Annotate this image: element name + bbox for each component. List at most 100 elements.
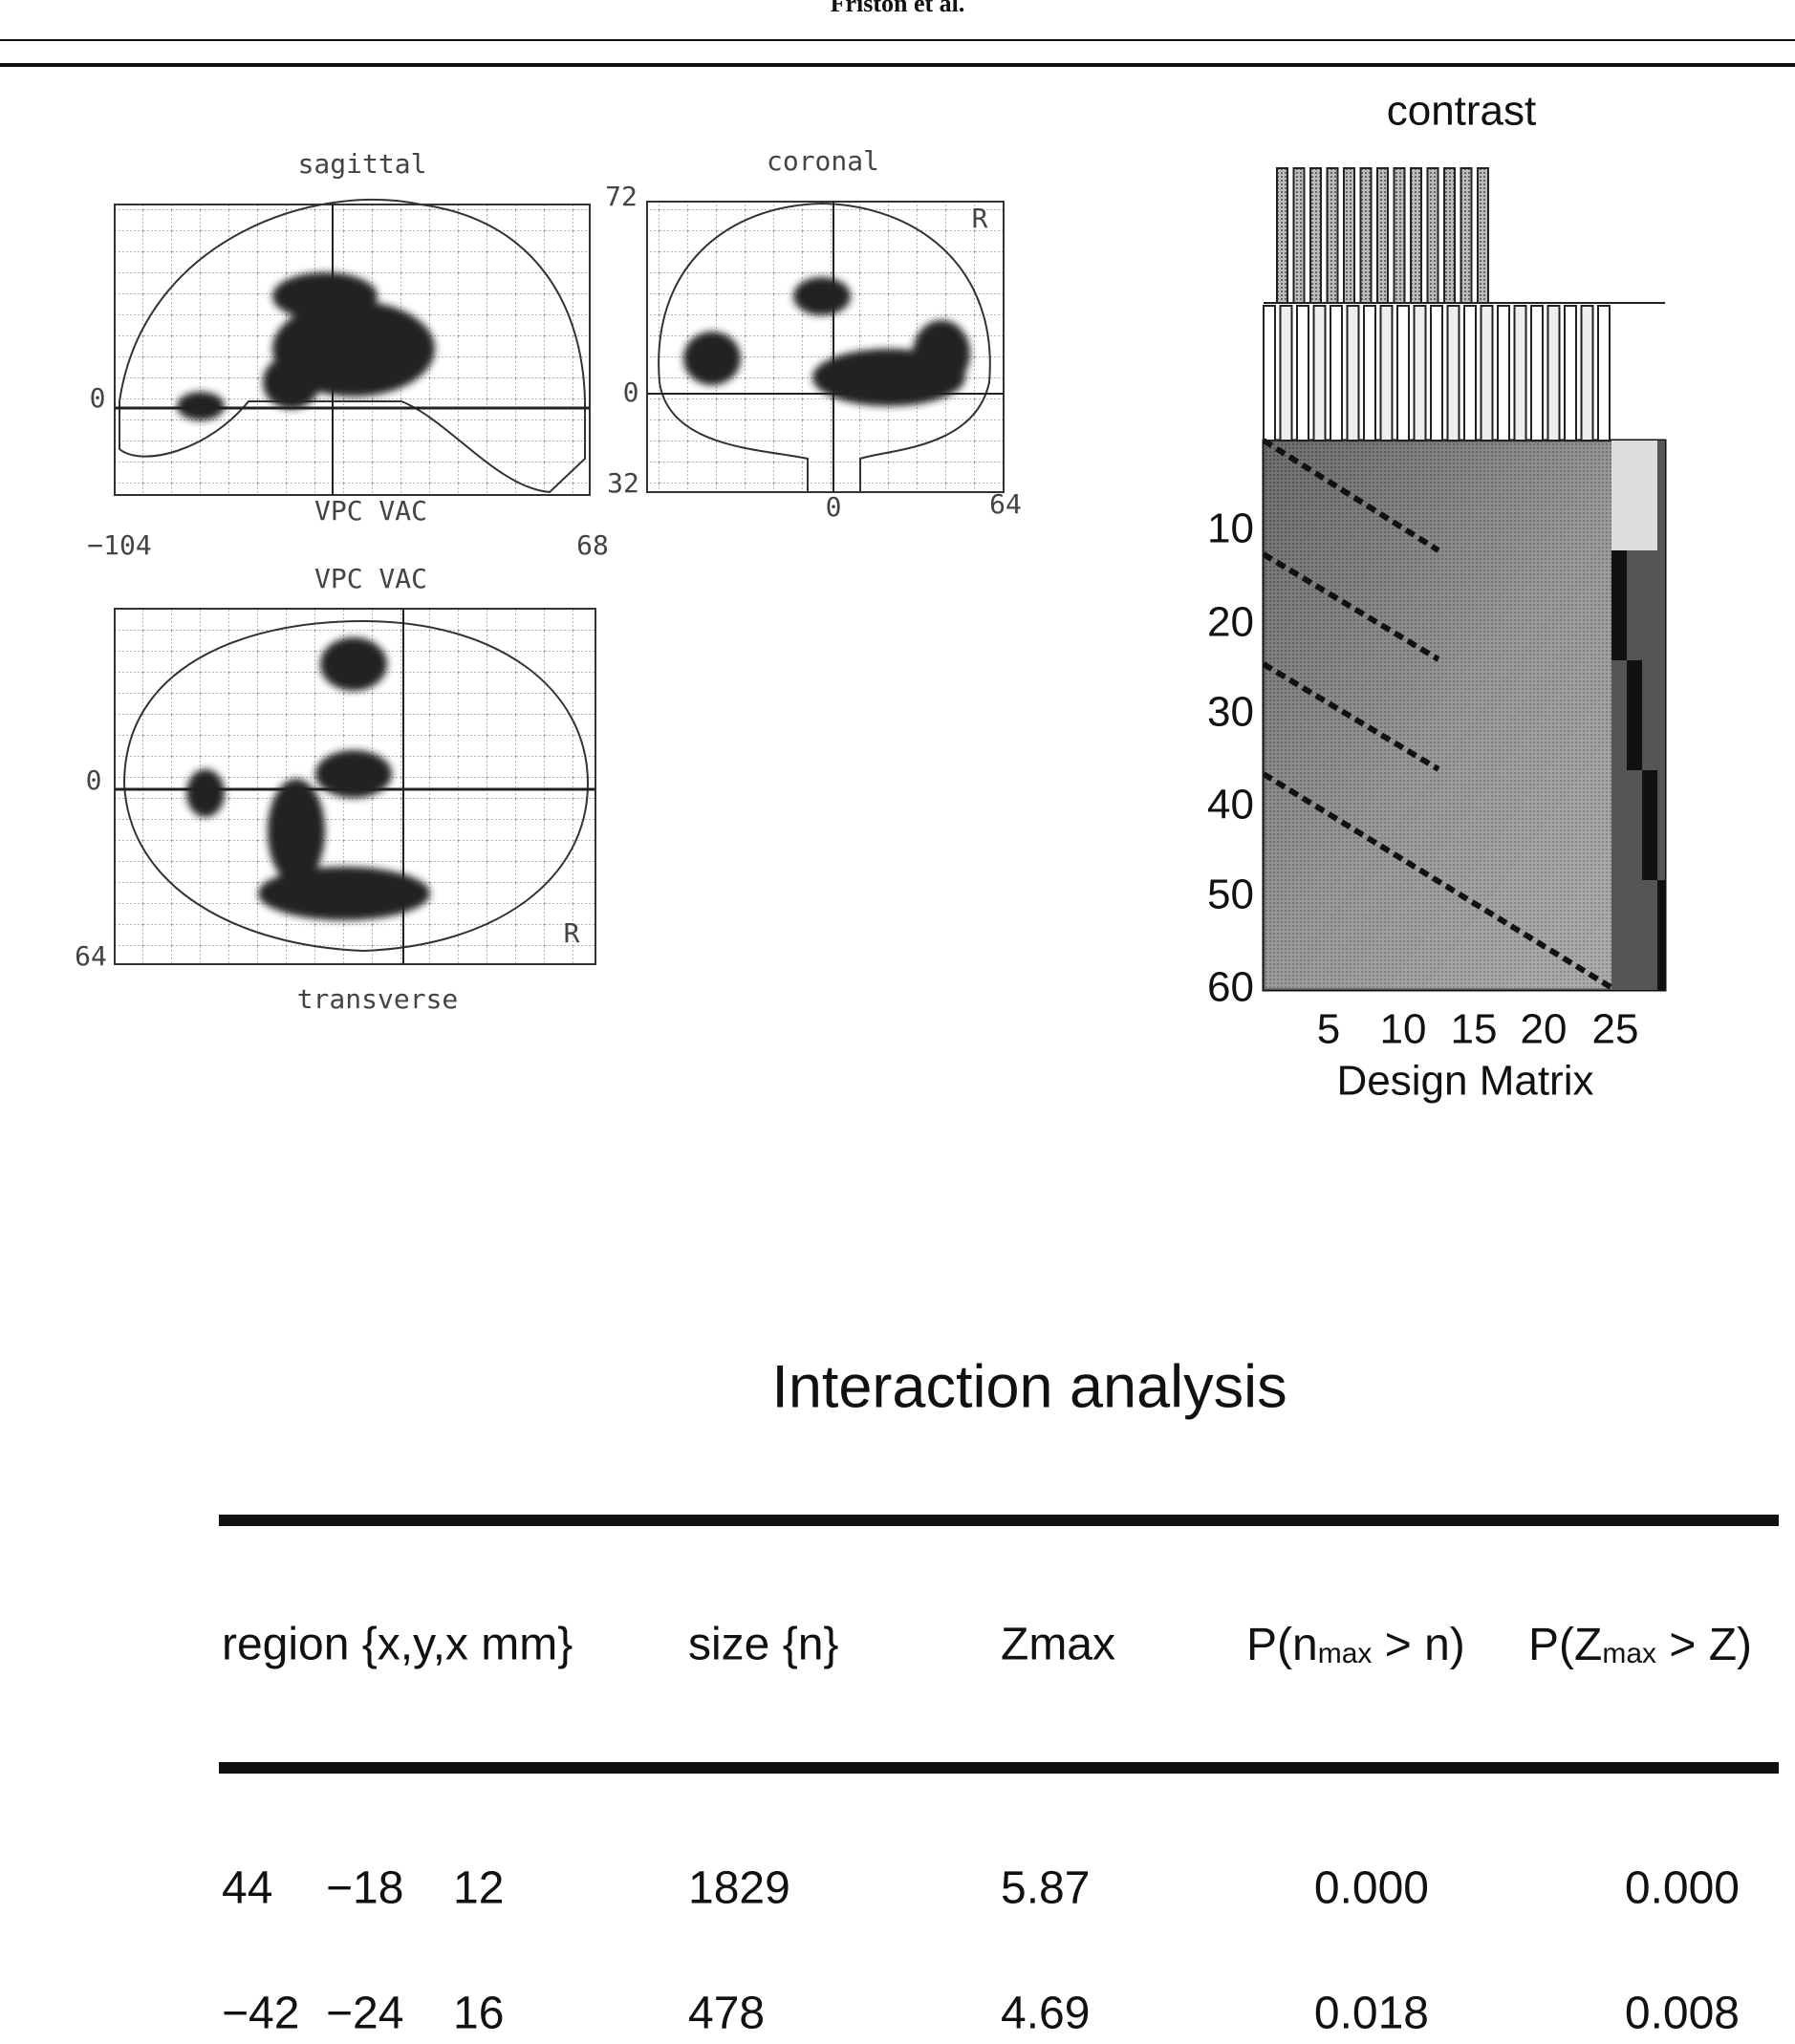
cell-pz: 0.008 <box>1625 1989 1740 2039</box>
cell-region: 12 <box>453 1863 504 1914</box>
cell-region: −42 <box>222 1989 299 2039</box>
design-diagonal <box>1262 771 1617 993</box>
x-tick-label: 10 <box>1380 1006 1427 1053</box>
cell-pn: 0.000 <box>1314 1863 1429 1914</box>
design-column <box>1396 305 1410 441</box>
contrast-title: contrast <box>1387 88 1537 135</box>
cell-region: −18 <box>326 1863 403 1914</box>
axis-label: VPC VAC <box>314 495 427 527</box>
axis-label: 68 <box>576 529 609 561</box>
corner-label: R <box>972 203 988 234</box>
axis-label: 64 <box>75 940 107 972</box>
design-column <box>1413 305 1427 441</box>
transverse-view: VPC VAC 0 64 R transverse <box>75 563 596 1015</box>
contrast-bar <box>1292 167 1306 304</box>
cell-region: 16 <box>453 1989 504 2039</box>
column-header: Zmax <box>1001 1620 1115 1670</box>
design-column <box>1363 305 1376 441</box>
y-tick-label: 10 <box>1207 506 1254 552</box>
header-part: > n) <box>1372 1620 1464 1670</box>
y-tick-label: 50 <box>1207 871 1254 918</box>
design-column <box>1463 305 1477 441</box>
contrast-bar <box>1443 167 1456 304</box>
axis-label: 0 <box>826 491 842 523</box>
header-part: > Z) <box>1656 1620 1752 1670</box>
cell-size: 478 <box>688 1989 765 2039</box>
view-label: sagittal <box>298 148 427 180</box>
header-sub: max <box>1318 1638 1373 1669</box>
cell-zmax: 5.87 <box>1001 1863 1090 1914</box>
axis-label: 72 <box>605 181 638 212</box>
cell-size: 1829 <box>688 1863 790 1914</box>
cell-region: −24 <box>326 1989 403 2039</box>
design-column <box>1497 305 1510 441</box>
cell-pn: 0.018 <box>1314 1989 1429 2039</box>
design-diagonal <box>1262 661 1440 772</box>
cell-region: 44 <box>222 1863 272 1914</box>
coronal-view: coronal 0 32 0 64 R <box>607 145 1022 523</box>
design-column <box>1379 305 1394 441</box>
cell-zmax: 4.69 <box>1001 1989 1090 2039</box>
contrast-bar <box>1410 167 1422 304</box>
contrast-bar <box>1460 167 1473 304</box>
axis-label: −104 <box>87 529 151 561</box>
contrast-bar <box>1393 167 1406 304</box>
cell-pz: 0.000 <box>1625 1863 1740 1914</box>
design-column <box>1580 305 1594 441</box>
x-tick-label: 15 <box>1451 1006 1498 1053</box>
column-header: P(Zmax > Z) <box>1528 1620 1752 1670</box>
design-diagonal <box>1262 551 1440 662</box>
axis-label: 64 <box>989 488 1022 520</box>
x-tick-label: 20 <box>1521 1006 1568 1053</box>
y-tick-label: 60 <box>1207 964 1254 1011</box>
contrast-bar <box>1376 167 1389 304</box>
y-tick-label: 20 <box>1207 599 1254 646</box>
column-header: size {n} <box>688 1620 838 1670</box>
header-part: P(n <box>1246 1620 1318 1670</box>
x-tick-label: 5 <box>1317 1006 1340 1053</box>
contrast-bar <box>1276 167 1288 304</box>
design-column <box>1312 305 1327 441</box>
header-part: P(Z <box>1528 1620 1602 1670</box>
contrast-bar <box>1426 167 1439 304</box>
view-label: transverse <box>297 983 459 1015</box>
contrast-bar <box>1477 167 1489 304</box>
sagittal-view: sagittal 72 0 VPC VAC −104 68 <box>87 148 638 561</box>
y-tick-label: 30 <box>1207 689 1254 736</box>
design-column <box>1446 305 1460 441</box>
design-xlabel: Design Matrix <box>1337 1058 1594 1105</box>
column-header: P(nmax > n) <box>1246 1620 1465 1670</box>
design-column <box>1546 305 1561 441</box>
contrast-bar <box>1359 167 1373 304</box>
axis-label: 0 <box>86 764 102 796</box>
design-column <box>1296 305 1309 441</box>
design-column <box>1480 305 1494 441</box>
header-sub: max <box>1602 1638 1656 1669</box>
axis-label: 0 <box>623 377 639 408</box>
design-column <box>1279 305 1293 441</box>
design-diagonal <box>1262 438 1440 553</box>
running-title: Friston et al. <box>831 0 965 17</box>
design-matrix: contrast Design Matrix 10 20 30 40 50 60 5 10 15… <box>1207 88 1667 1105</box>
axis-label: 32 <box>607 467 639 499</box>
design-column <box>1346 305 1360 441</box>
design-column <box>1430 305 1443 441</box>
design-column <box>1263 305 1276 441</box>
table-body: 44 −18 12 1829 5.87 0.000 0.000 −42 −24 16 478 4.69… <box>222 1863 1740 2039</box>
x-tick-label: 25 <box>1592 1006 1639 1053</box>
view-label: coronal <box>767 145 879 177</box>
axis-label: VPC VAC <box>314 563 427 594</box>
corner-label: R <box>564 917 580 949</box>
design-column <box>1597 305 1611 441</box>
y-tick-label: 40 <box>1207 782 1254 828</box>
table-title: Interaction analysis <box>771 1354 1287 1421</box>
contrast-bar <box>1326 167 1339 304</box>
design-column <box>1513 305 1527 441</box>
column-header: region {x,y,x mm} <box>222 1620 573 1670</box>
axis-label: 0 <box>90 382 106 414</box>
design-column <box>1530 305 1544 441</box>
design-column <box>1330 305 1343 441</box>
contrast-bar <box>1309 167 1322 304</box>
